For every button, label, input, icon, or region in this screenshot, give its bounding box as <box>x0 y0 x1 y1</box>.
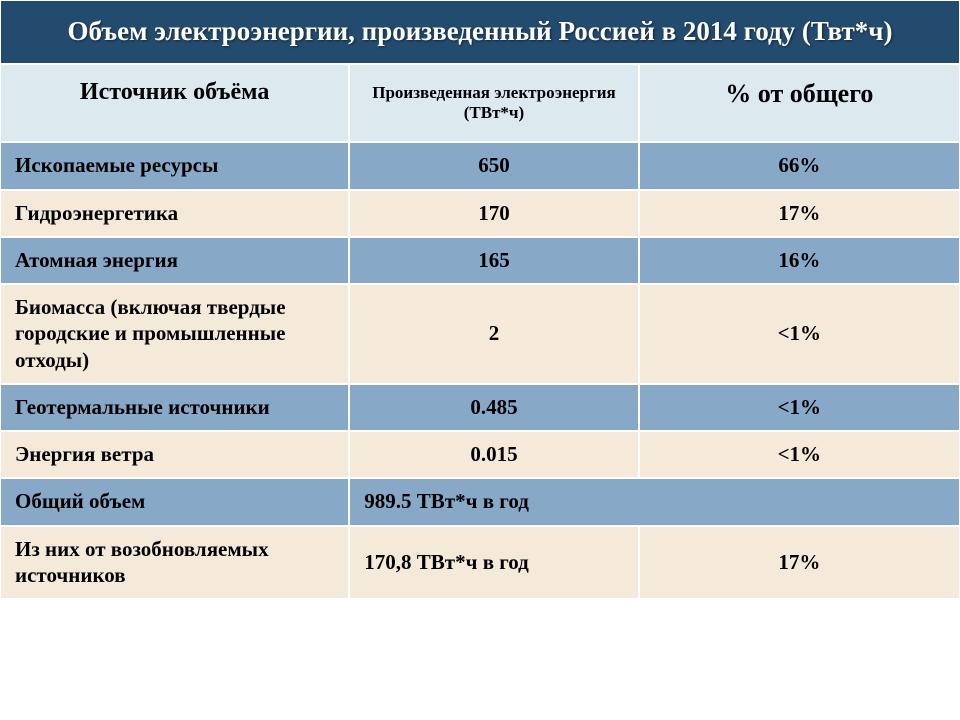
table-row: Биомасса (включая твердые городские и пр… <box>1 285 959 385</box>
table-row: Ископаемые ресурсы 650 66% <box>1 143 959 190</box>
cell-source: Атомная энергия <box>1 238 350 283</box>
table-title: Объем электроэнергии, произведенный Росс… <box>1 1 959 65</box>
cell-source: Ископаемые ресурсы <box>1 143 350 188</box>
cell-value: 0.485 <box>350 385 639 430</box>
cell-value-span: 989.5 ТВт*ч в год <box>350 479 959 524</box>
table-row: Атомная энергия 165 16% <box>1 238 959 285</box>
cell-source: Геотермальные источники <box>1 385 350 430</box>
cell-value: 170,8 ТВт*ч в год <box>350 527 639 599</box>
cell-percent: 66% <box>640 143 959 188</box>
table-header-row: Источник объёма Произведенная электроэне… <box>1 65 959 143</box>
cell-percent: 17% <box>640 527 959 599</box>
cell-source: Энергия ветра <box>1 432 350 477</box>
header-value: Произведенная электроэнергия (ТВт*ч) <box>350 65 639 141</box>
cell-value: 0.015 <box>350 432 639 477</box>
cell-value: 2 <box>350 285 639 383</box>
cell-percent: 17% <box>640 191 959 236</box>
cell-value: 170 <box>350 191 639 236</box>
energy-table: Объем электроэнергии, произведенный Росс… <box>0 0 960 599</box>
cell-value: 650 <box>350 143 639 188</box>
table-row: Геотермальные источники 0.485 <1% <box>1 385 959 432</box>
table-row: Энергия ветра 0.015 <1% <box>1 432 959 479</box>
cell-percent: <1% <box>640 385 959 430</box>
cell-percent: <1% <box>640 432 959 477</box>
cell-source: Биомасса (включая твердые городские и пр… <box>1 285 350 383</box>
table-summary-row: Общий объем 989.5 ТВт*ч в год <box>1 479 959 526</box>
cell-percent: <1% <box>640 285 959 383</box>
header-source: Источник объёма <box>1 65 350 141</box>
header-percent: % от общего <box>640 65 959 141</box>
cell-source: Гидроэнергетика <box>1 191 350 236</box>
cell-source: Из них от возобновляемых источников <box>1 527 350 599</box>
table-row: Гидроэнергетика 170 17% <box>1 191 959 238</box>
table-summary-row: Из них от возобновляемых источников 170,… <box>1 527 959 599</box>
cell-source: Общий объем <box>1 479 350 524</box>
cell-value: 165 <box>350 238 639 283</box>
cell-percent: 16% <box>640 238 959 283</box>
